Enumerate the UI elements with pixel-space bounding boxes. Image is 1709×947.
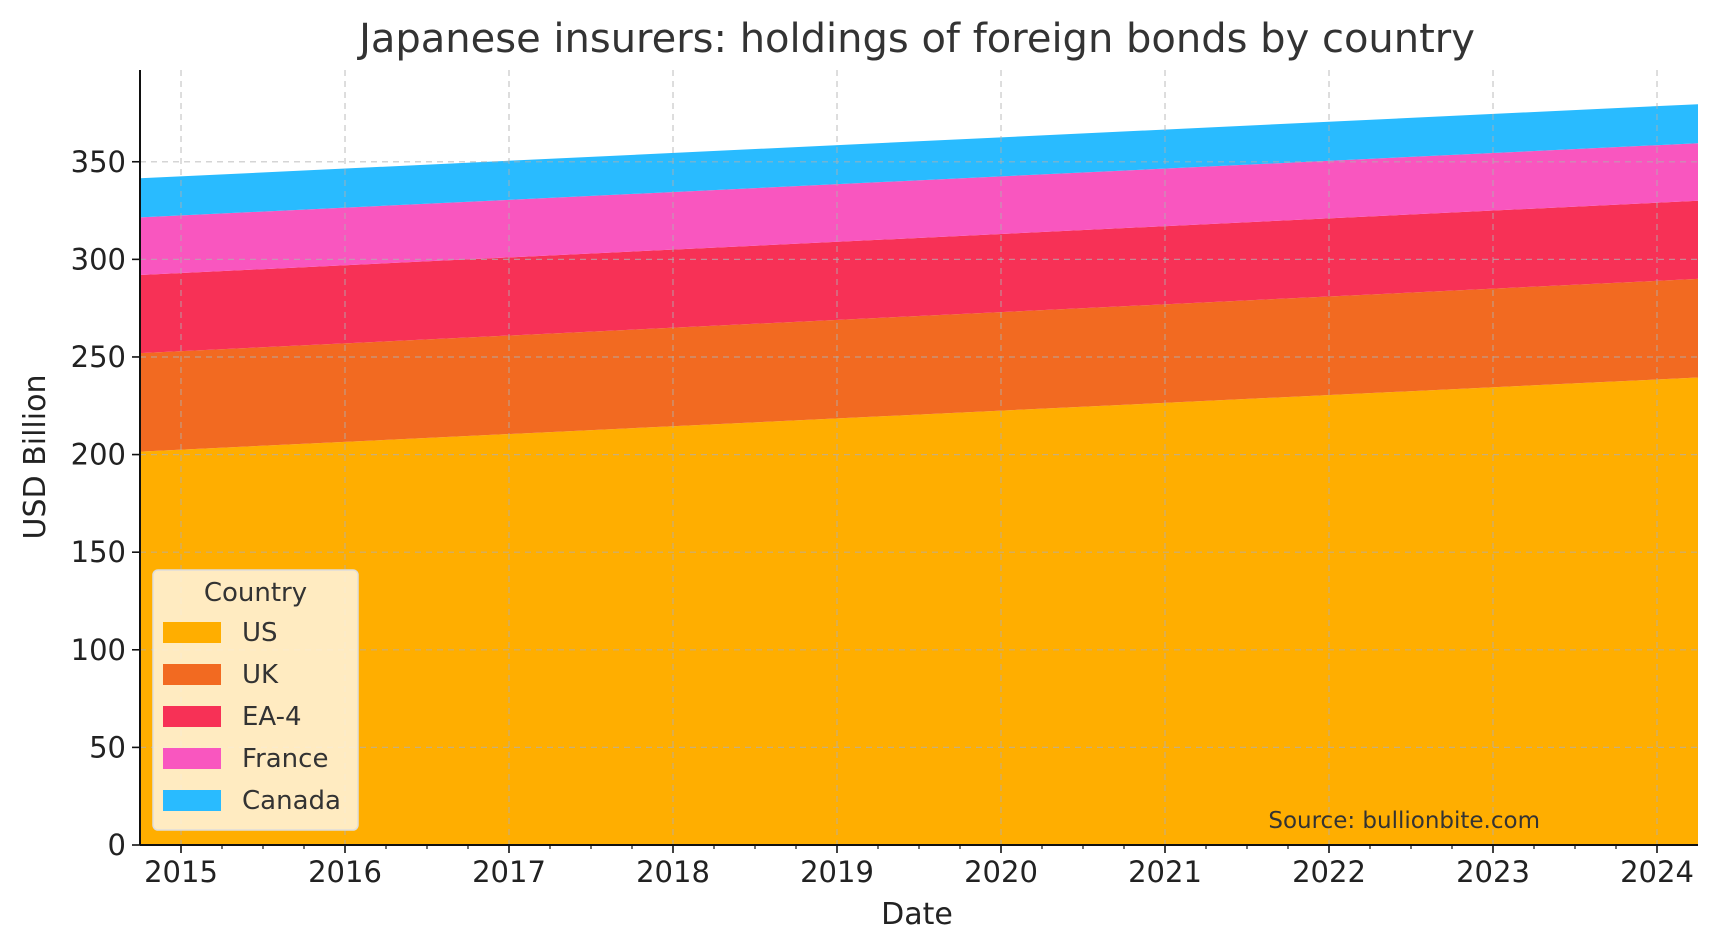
legend-label-canada: Canada — [242, 786, 341, 816]
tick-labels: 0 50 100 150 200 250 300 350 2015 2016 2017 2018 201… — [71, 145, 1694, 889]
x-tick-label: 2022 — [1292, 855, 1366, 889]
area-uk — [140, 278, 1698, 452]
legend-swatch-us — [163, 622, 221, 643]
legend-label-us: US — [242, 618, 278, 648]
legend-label-france: France — [242, 744, 328, 774]
y-tick-label: 200 — [71, 438, 126, 472]
x-tick-label: 2020 — [964, 855, 1038, 889]
area-france — [140, 143, 1698, 275]
x-tick-label: 2015 — [144, 855, 218, 889]
y-tick-label: 350 — [71, 145, 126, 179]
y-tick-label: 100 — [71, 633, 126, 667]
x-axis-label: Date — [881, 897, 953, 932]
legend-label-uk: UK — [242, 660, 279, 690]
area-us — [140, 377, 1698, 845]
axes — [132, 70, 1698, 853]
y-tick-label: 0 — [108, 828, 126, 862]
y-tick-label: 300 — [71, 242, 126, 276]
legend-title: Country — [204, 578, 307, 608]
x-tick-label: 2024 — [1620, 855, 1694, 889]
legend-label-ea-4: EA-4 — [242, 702, 302, 732]
legend-swatch-uk — [163, 664, 221, 685]
x-tick-label: 2018 — [636, 855, 710, 889]
area-canada — [140, 104, 1698, 218]
y-tick-label: 250 — [71, 340, 126, 374]
chart-title: Japanese insurers: holdings of foreign b… — [356, 16, 1475, 62]
x-tick-label: 2021 — [1128, 855, 1202, 889]
legend-swatch-france — [163, 748, 221, 769]
y-tick-label: 50 — [89, 730, 126, 764]
y-axis-label: USD Billion — [18, 375, 53, 540]
legend-swatch-canada — [163, 790, 221, 811]
area-ea-4 — [140, 200, 1698, 354]
legend: Country US UK EA-4 France Canada — [152, 569, 359, 831]
x-tick-label: 2019 — [800, 855, 874, 889]
x-tick-label: 2017 — [472, 855, 546, 889]
y-tick-label: 150 — [71, 535, 126, 569]
x-tick-label: 2023 — [1456, 855, 1530, 889]
source-note: Source: bullionbite.com — [1268, 808, 1540, 834]
legend-swatch-ea-4 — [163, 706, 221, 727]
area-layers — [140, 104, 1698, 845]
x-tick-label: 2016 — [308, 855, 382, 889]
grid-lines — [140, 70, 1698, 845]
